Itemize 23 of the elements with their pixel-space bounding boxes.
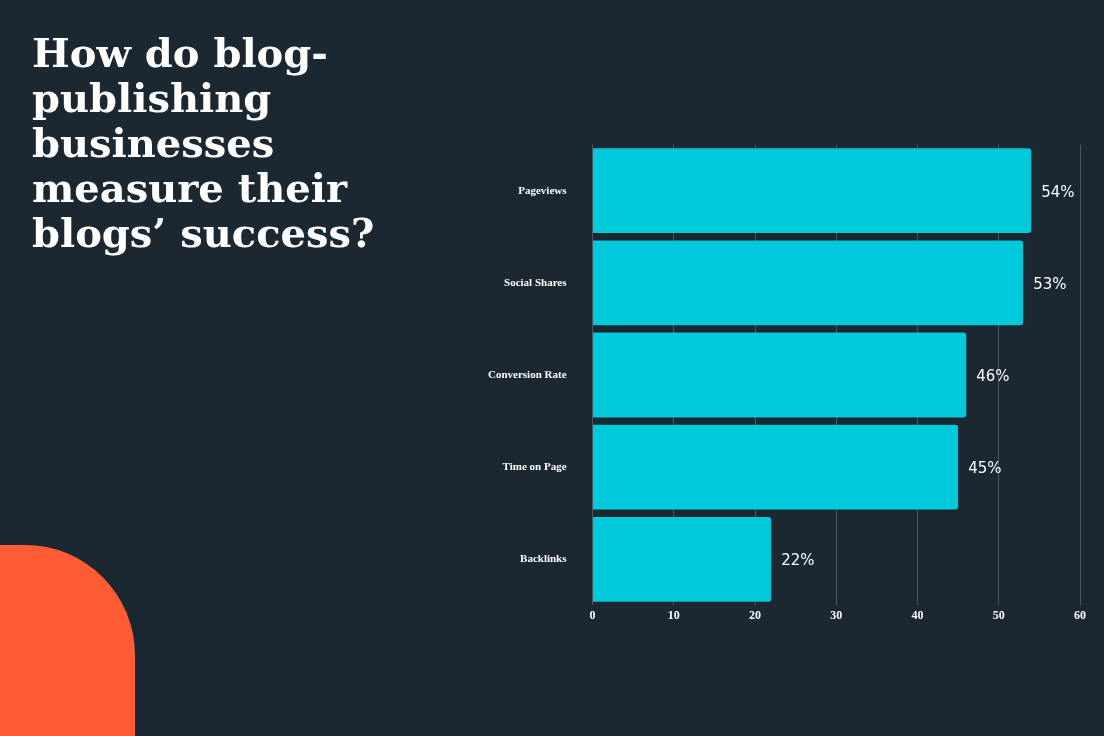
bar: [593, 332, 967, 418]
data-label: 54%: [1041, 182, 1075, 201]
x-tick-label: 0: [589, 607, 596, 622]
data-label: 46%: [976, 366, 1010, 385]
y-tick-label: Social Shares: [504, 275, 568, 288]
text: How do blog-publishing businesses measure their blogs’ success?: [32, 29, 376, 256]
bar: [593, 424, 959, 510]
data-label: 45%: [968, 459, 1002, 478]
x-tick-label: 20: [749, 607, 762, 622]
x-tick-label: 40: [911, 607, 924, 622]
x-tick-label: 30: [830, 607, 843, 622]
data-label: 22%: [781, 551, 815, 570]
y-tick-label: Time on Page: [502, 460, 567, 472]
x-tick-label: 60: [1074, 607, 1086, 622]
bar: [593, 516, 772, 602]
bar: [593, 148, 1032, 234]
y-tick-label: Backlinks: [520, 552, 568, 565]
y-tick-label: Pageviews: [518, 183, 568, 196]
x-tick-label: 50: [992, 607, 1005, 622]
x-tick-label: 10: [667, 607, 680, 622]
bar: [593, 240, 1024, 326]
y-tick-label: Conversion Rate: [487, 367, 567, 380]
data-label: 53%: [1033, 274, 1067, 293]
